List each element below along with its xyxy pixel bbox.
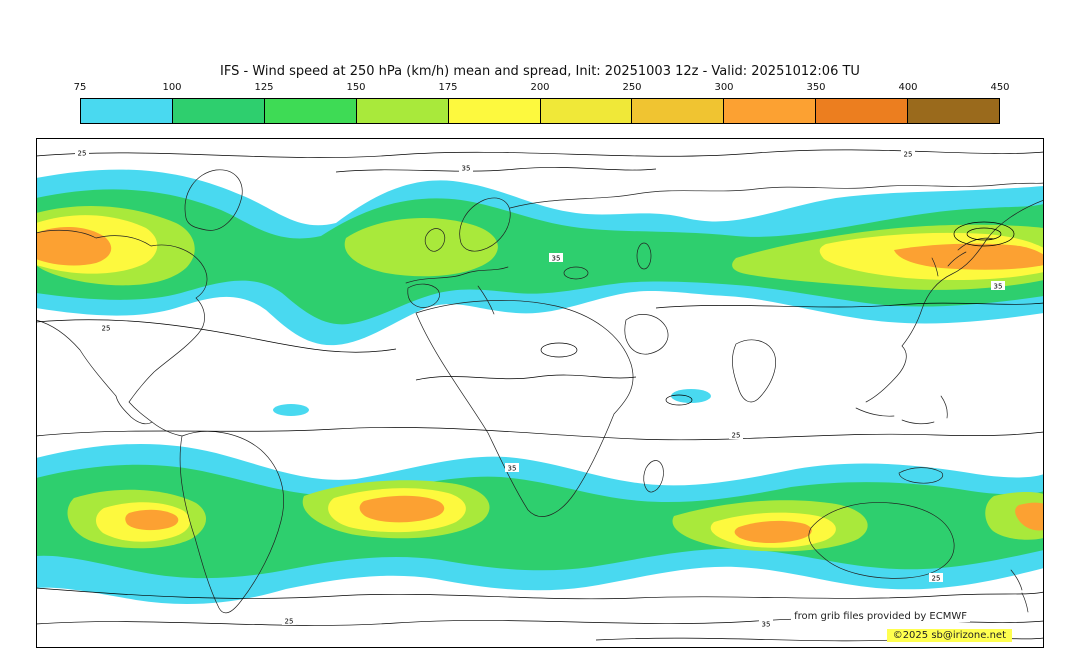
svg-text:25: 25 xyxy=(932,575,941,583)
coast-north-america xyxy=(36,229,208,425)
colorbar-segment xyxy=(816,99,909,123)
colorbar-tick-label: 250 xyxy=(622,82,642,93)
coast-arabia xyxy=(624,314,669,355)
colorbar-segment xyxy=(81,99,173,123)
wind-band-south-orange-farright xyxy=(1015,502,1044,531)
contour-label: 25 xyxy=(729,430,743,440)
attribution-copyright: ©2025 sb@irizone.net xyxy=(886,629,1012,642)
coastlines xyxy=(36,169,1044,614)
contour-label: 25 xyxy=(75,148,89,158)
contour-label: 35 xyxy=(759,619,773,629)
svg-text:25: 25 xyxy=(732,432,741,440)
coast-india xyxy=(732,339,776,403)
map-area: 25 35 25 35 25 35 xyxy=(36,138,1044,648)
colorbar-segment xyxy=(724,99,817,123)
coast-east-asia xyxy=(865,199,1044,403)
svg-text:35: 35 xyxy=(462,165,471,173)
colorbar-tick-label: 150 xyxy=(346,82,366,93)
tropical-cyan-patch xyxy=(671,389,711,403)
colorbar-tick-label: 200 xyxy=(530,82,550,93)
coast-arctic-asia xyxy=(509,182,1044,209)
svg-text:35: 35 xyxy=(994,283,1003,291)
contour-labels: 25 35 25 35 25 35 xyxy=(75,148,1005,629)
colorbar-tick-label: 450 xyxy=(990,82,1010,93)
svg-text:35: 35 xyxy=(508,465,517,473)
colorbar-segment xyxy=(172,99,265,123)
contour-label: 35 xyxy=(549,253,563,263)
colorbar-segment xyxy=(356,99,449,123)
coast-africa xyxy=(415,300,634,517)
coast-italy xyxy=(477,285,495,315)
coast-australia xyxy=(808,502,955,579)
coast-japan xyxy=(947,237,995,267)
coast-south-america xyxy=(179,431,284,614)
contour-label: 25 xyxy=(99,323,113,333)
colorbar-tick-label: 175 xyxy=(438,82,458,93)
colorbar-tick-label: 300 xyxy=(714,82,734,93)
colorbar-tick-label: 75 xyxy=(73,82,87,93)
chart-title: IFS - Wind speed at 250 hPa (km/h) mean … xyxy=(220,64,860,79)
svg-text:25: 25 xyxy=(285,618,294,626)
contour-label: 35 xyxy=(991,281,1005,291)
coast-new-guinea xyxy=(898,467,944,484)
svg-text:35: 35 xyxy=(552,255,561,263)
contour-label: 25 xyxy=(901,149,915,159)
svg-text:25: 25 xyxy=(78,150,87,158)
wind-band-south-orange-mid xyxy=(359,495,445,523)
colorbar-segment xyxy=(632,99,725,123)
coast-britain xyxy=(424,228,446,252)
colorbar-bar xyxy=(80,98,1000,124)
wind-band-south-orange-right xyxy=(734,520,812,544)
coast-korea xyxy=(931,257,939,277)
colorbar-tick-label: 125 xyxy=(254,82,274,93)
contour-label: 25 xyxy=(929,573,943,583)
coast-madagascar xyxy=(643,460,664,493)
colorbar-tick-label: 400 xyxy=(898,82,918,93)
coast-black-sea xyxy=(563,266,589,280)
wind-band-north-orange-right xyxy=(894,243,1044,270)
wind-band-south-orange-left xyxy=(125,509,179,531)
contour-label: 35 xyxy=(459,163,473,173)
coast-scandinavia xyxy=(459,197,511,252)
coast-indonesia xyxy=(855,395,948,425)
svg-text:25: 25 xyxy=(904,151,913,159)
svg-text:35: 35 xyxy=(762,621,771,629)
contour-label: 25 xyxy=(282,616,296,626)
coast-europe-mediterranean xyxy=(405,266,509,284)
colorbar-ticks: 75 100 125 150 175 200 250 300 350 400 450 xyxy=(74,82,1010,95)
map-border xyxy=(36,138,1044,648)
colorbar-segment xyxy=(448,99,541,123)
tropical-cyan-patch xyxy=(273,404,309,416)
colorbar-tick-label: 350 xyxy=(806,82,826,93)
attribution-source: from grib files provided by ECMWF xyxy=(791,611,970,622)
wind-speed-bands xyxy=(36,169,1044,605)
colorbar-segment xyxy=(264,99,357,123)
coast-iberia xyxy=(407,283,440,308)
svg-text:25: 25 xyxy=(102,325,111,333)
colorbar-tick-label: 100 xyxy=(162,82,182,93)
contour-label: 35 xyxy=(505,463,519,473)
coast-new-zealand xyxy=(1010,569,1029,613)
wind-band-north-green xyxy=(36,189,1044,325)
coast-central-america xyxy=(151,421,183,437)
world-wind-map: 25 35 25 35 25 35 xyxy=(36,138,1044,648)
colorbar-segment xyxy=(540,99,633,123)
coast-greenland xyxy=(184,169,243,231)
colorbar-segment xyxy=(908,99,1000,123)
coast-caspian-sea xyxy=(636,242,652,270)
